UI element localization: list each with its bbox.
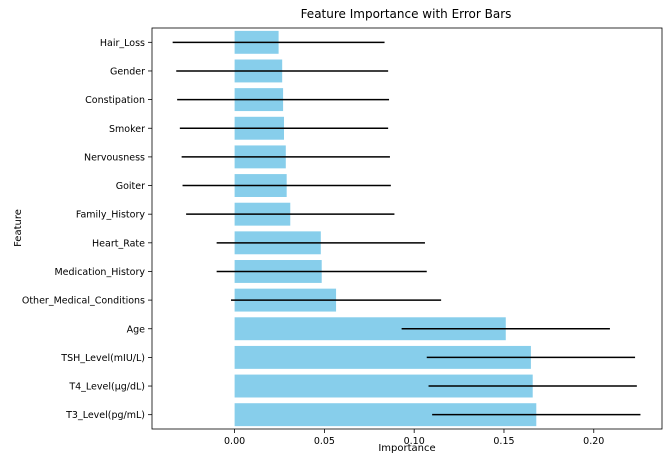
- y-tick-label: Nervousness: [84, 152, 145, 163]
- y-tick-label: Smoker: [109, 124, 145, 135]
- bar-age: [234, 317, 506, 341]
- y-tick-label: Goiter: [116, 181, 145, 192]
- x-axis-ticks: 0.00 0.05 0.10 0.15 0.20: [224, 429, 604, 447]
- x-axis-label: Importance: [378, 443, 435, 454]
- x-tick-label: 0.15: [493, 436, 514, 447]
- y-tick-label: T3_Level(pg/mL): [65, 410, 145, 421]
- y-axis-ticks: Hair_Loss Gender Constipation Smoker Nervous…: [22, 38, 152, 421]
- y-tick-label: Constipation: [85, 95, 145, 106]
- x-tick-label: 0.00: [224, 436, 245, 447]
- y-tick-label: Other_Medical_Conditions: [22, 296, 145, 307]
- y-tick-label: Family_History: [76, 210, 145, 221]
- y-tick-label: Gender: [110, 66, 145, 77]
- y-axis-label: Feature: [13, 209, 24, 247]
- x-tick-label: 0.10: [404, 436, 425, 447]
- x-tick-label: 0.20: [583, 436, 604, 447]
- y-tick-label: TSH_Level(mIU/L): [60, 353, 145, 364]
- y-tick-label: Age: [127, 324, 146, 335]
- errorbar-group: [172, 41, 641, 416]
- y-tick-label: Medication_History: [54, 267, 145, 278]
- bar-t3-level-pg-ml: [234, 403, 537, 427]
- x-tick-label: 0.05: [314, 436, 335, 447]
- y-tick-label: Heart_Rate: [92, 238, 145, 249]
- y-tick-label: Hair_Loss: [100, 38, 145, 49]
- bar-group: [234, 30, 537, 427]
- plot-frame: [151, 27, 663, 430]
- y-tick-label: T4_Level(µg/dL): [68, 382, 145, 393]
- bar-tsh-level-miu-l: [234, 345, 531, 369]
- bar-t4-level-g-dl: [234, 374, 533, 398]
- chart-title: Feature Importance with Error Bars: [301, 7, 512, 21]
